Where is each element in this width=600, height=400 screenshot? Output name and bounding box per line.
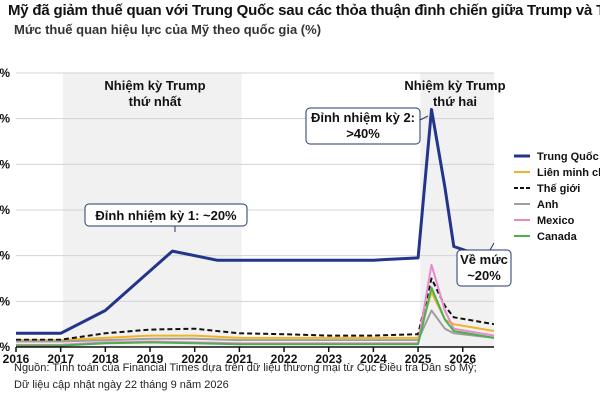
legend-label: Mexico (537, 215, 575, 227)
chart-subtitle: Mức thuế quan hiệu lực của Mỹ theo quốc … (14, 22, 322, 37)
legend-label: Canada (537, 231, 578, 243)
legend-label: Liên minh châu Âu (537, 166, 600, 179)
y-tick-label: 50% (0, 112, 10, 126)
source-line-1: Nguồn: Tính toán của Financial Times dựa… (14, 362, 477, 374)
x-axis: 2016 2017 2018 2019 2020 2021 2022 2023 2024 2025… (3, 346, 494, 366)
y-tick-label: 60% (0, 66, 10, 80)
legend-label: Thế giới (537, 183, 580, 195)
y-tick-label: 20% (0, 249, 10, 263)
term-label-2-line-2: thứ hai (433, 94, 477, 109)
y-axis-ticks: 0% 10% 20% 30% 40% 50% 60% (0, 66, 10, 354)
x-tick-label: 2024 (360, 352, 387, 366)
annotation-peak-2-line-1: Đỉnh nhiệm kỳ 2: (311, 110, 415, 125)
legend: Trung Quốc Liên minh châu Âu Thế giới Anh Me… (514, 151, 600, 243)
x-tick-label: 2025 (405, 352, 432, 366)
source-note: Nguồn: Tính toán của Financial Times dựa… (14, 360, 477, 394)
y-tick-label: 30% (0, 203, 10, 217)
term-label-1-line-1: Nhiệm kỳ Trump (104, 78, 205, 93)
annotation-box-return (456, 249, 512, 287)
annotation-pointer-peak-2 (419, 115, 429, 121)
x-tick-label: 2018 (92, 352, 119, 366)
annotation-return-line-1: Về mức (460, 252, 508, 267)
annotations: Đỉnh nhiệm kỳ 1: ~20% Đỉnh nhiệm kỳ 2:>40… (84, 107, 512, 287)
series-line-anh (16, 309, 495, 343)
y-tick-label: 40% (0, 157, 10, 171)
series-line-canada (16, 286, 495, 347)
series-line-trung-quốc (16, 108, 495, 335)
annotation-peak-1: Đỉnh nhiệm kỳ 1: ~20% (95, 208, 237, 223)
x-tick-label: 2020 (181, 352, 208, 366)
series-line-thế-giới (16, 277, 495, 341)
legend-label: Trung Quốc (537, 151, 599, 163)
term-label-1-line-2: thứ nhất (129, 94, 182, 109)
y-tick-label: 10% (0, 294, 10, 308)
x-tick-label: 2021 (226, 352, 253, 366)
source-line-2: Dữ liệu cập nhật ngày 22 tháng 9 năm 202… (14, 379, 229, 391)
x-tick-label: 2023 (315, 352, 342, 366)
annotation-pointer-return (489, 242, 495, 251)
annotation-return-line-2: ~20% (467, 268, 501, 283)
x-tick-label: 2017 (47, 352, 74, 366)
annotation-box-peak-1 (84, 203, 248, 227)
chart-title: Mỹ đã giảm thuế quan với Trung Quốc sau … (8, 2, 600, 19)
legend-label: Anh (537, 199, 559, 211)
annotation-peak-2-line-2: >40% (346, 126, 380, 141)
term-label-2-line-1: Nhiệm kỳ Trump (404, 78, 505, 93)
series-lines (16, 108, 495, 347)
x-tick-label: 2019 (137, 352, 164, 366)
gridlines (16, 72, 494, 302)
y-tick-label: 0% (0, 340, 10, 354)
x-tick-label: 2016 (3, 352, 30, 366)
x-tick-label: 2026 (449, 352, 476, 366)
x-tick-label: 2022 (271, 352, 298, 366)
annotation-box-peak-2 (305, 107, 421, 145)
